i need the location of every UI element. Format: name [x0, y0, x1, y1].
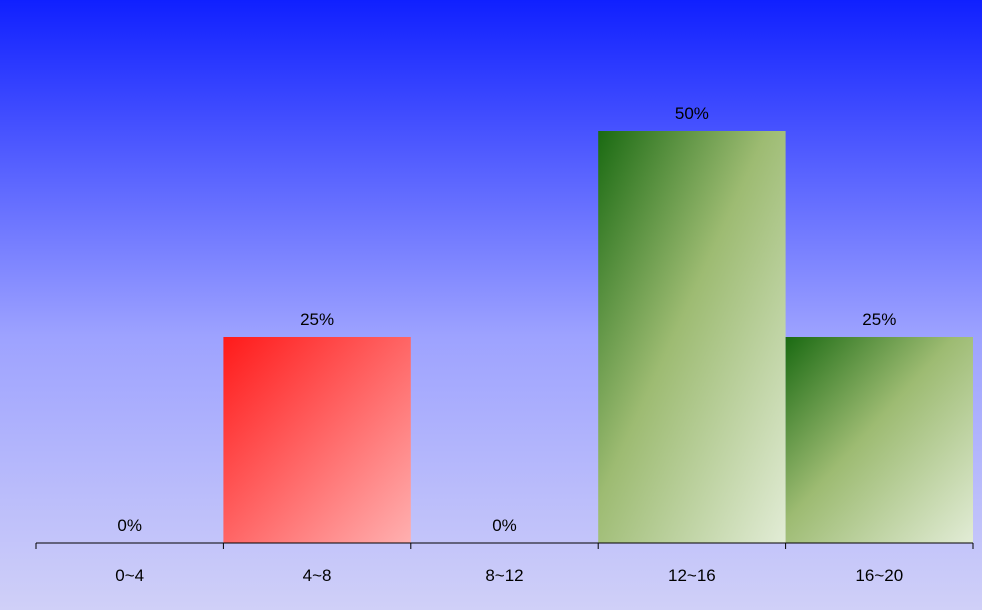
- x-tick-label: 0~4: [115, 566, 144, 585]
- x-axis: [35, 542, 974, 549]
- value-label: 50%: [675, 104, 709, 123]
- x-tick-label: 8~12: [485, 566, 523, 585]
- bars-layer: [223, 131, 973, 543]
- value-label: 0%: [492, 516, 517, 535]
- value-label: 25%: [862, 310, 896, 329]
- value-label: 25%: [300, 310, 334, 329]
- bar-4~8: [223, 337, 411, 543]
- bar-12~16: [598, 131, 786, 543]
- value-label: 0%: [117, 516, 142, 535]
- labels-layer: 0% 0~4 25% 4~8 0% 8~12 50% 12~16 25% 16~20: [115, 104, 903, 585]
- x-tick-label: 4~8: [303, 566, 332, 585]
- bar-16~20: [785, 337, 973, 543]
- x-tick-label: 16~20: [855, 566, 903, 585]
- x-tick-label: 12~16: [668, 566, 716, 585]
